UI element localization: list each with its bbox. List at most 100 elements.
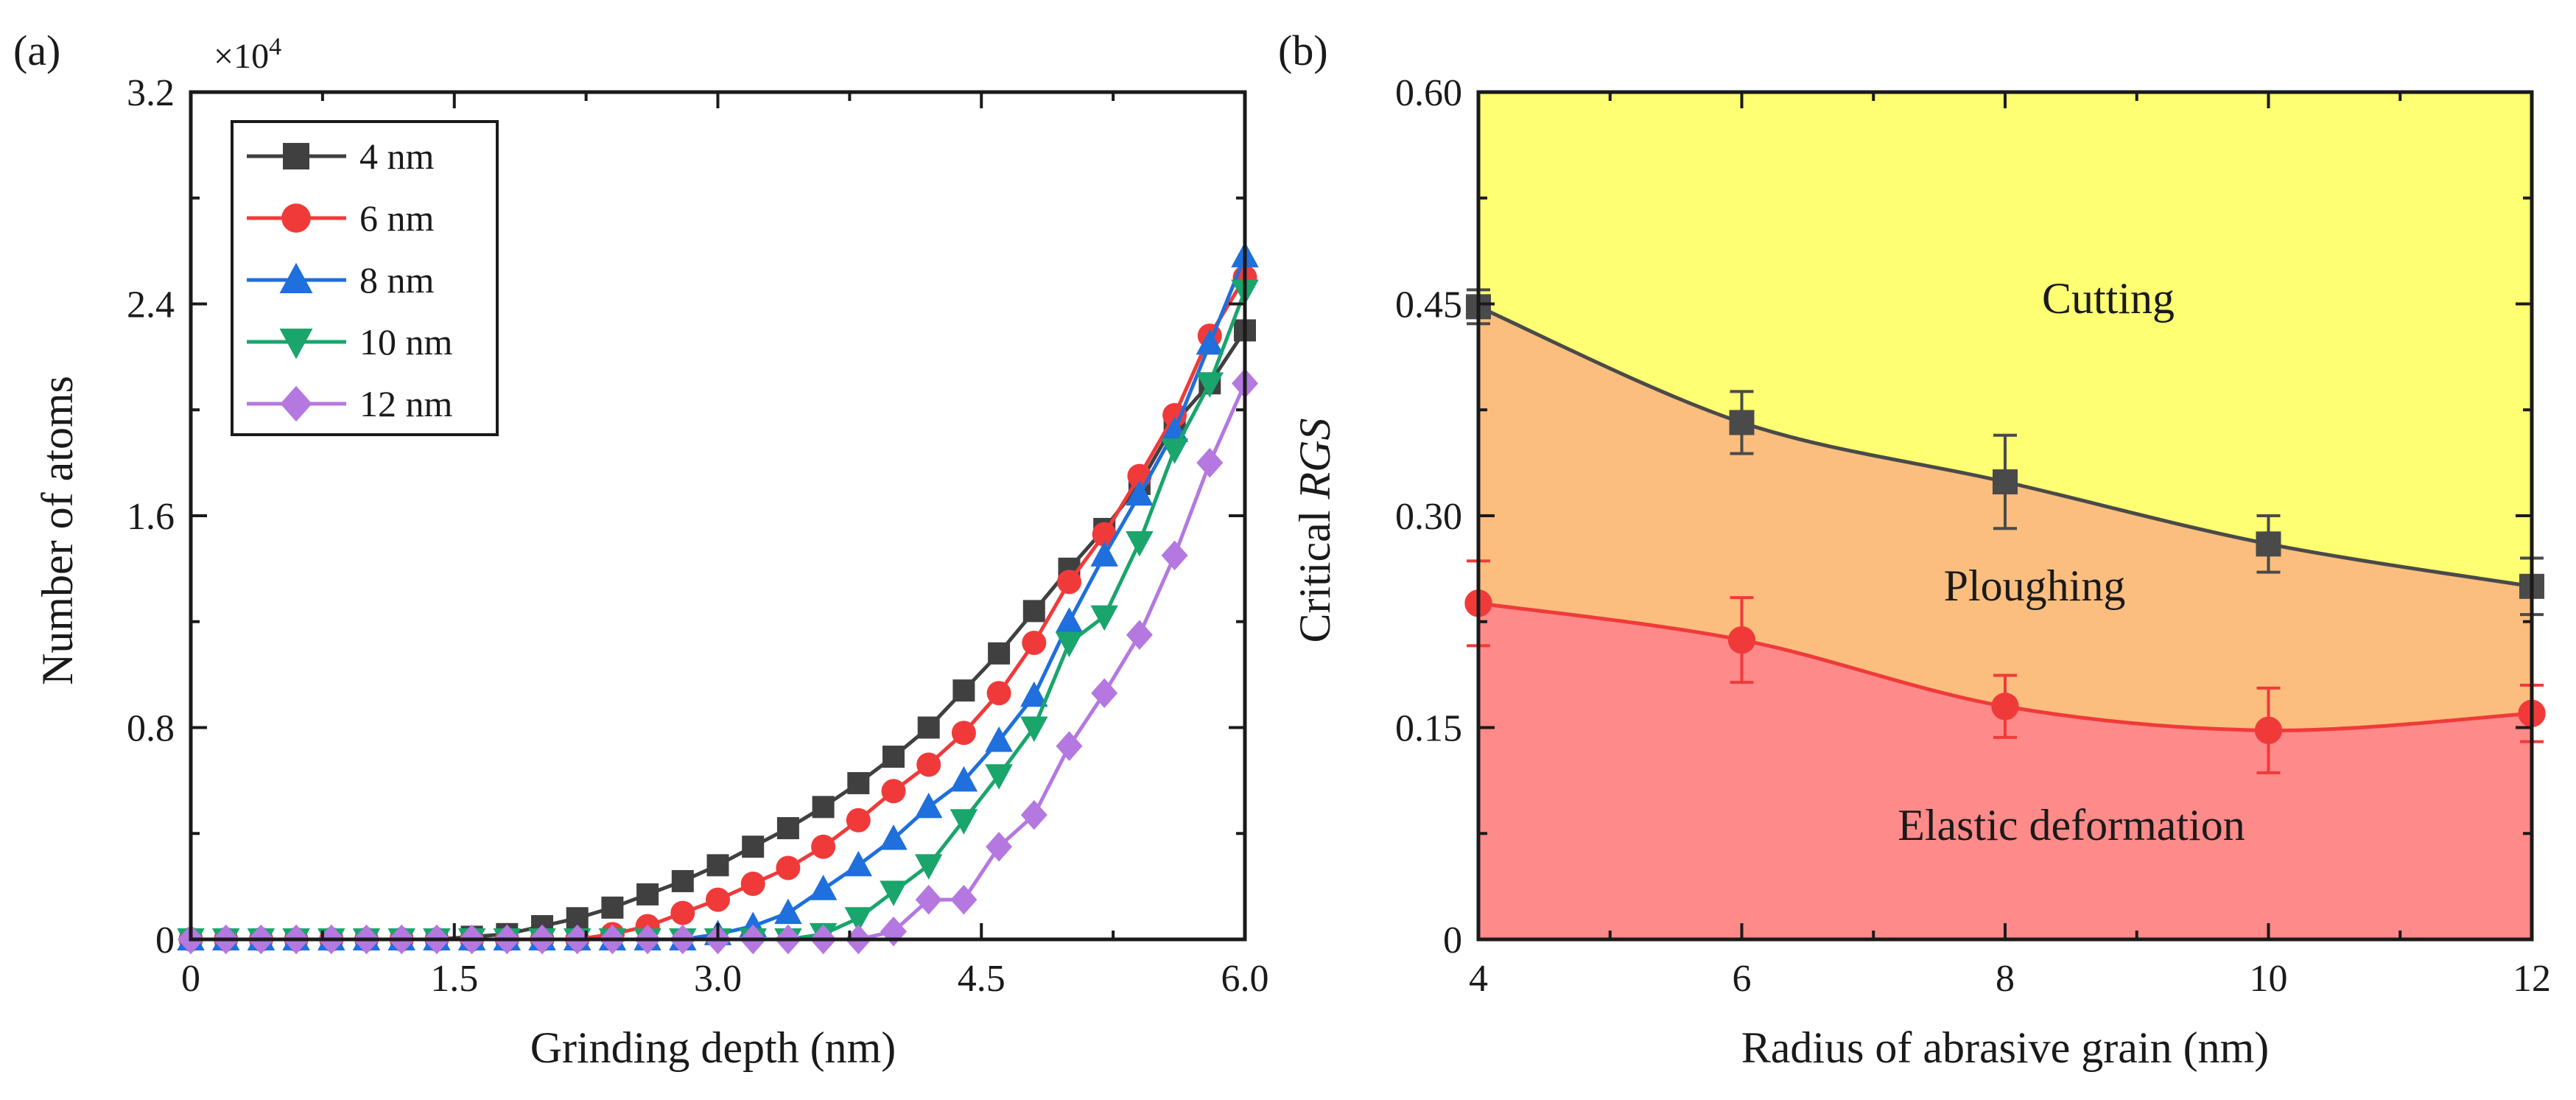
data-point (950, 766, 978, 792)
panel-b-y-axis-title: Critical RGS (1291, 418, 1339, 643)
panel-b-label: (b) (1278, 27, 1328, 74)
legend-marker (283, 143, 309, 169)
data-point (601, 896, 624, 919)
data-point (706, 887, 730, 912)
data-point (950, 884, 978, 915)
legend-marker (280, 385, 312, 422)
x-tick-label: 6 (1733, 958, 1752, 1000)
x-tick-label: 10 (2250, 958, 2288, 1000)
data-point (1055, 631, 1084, 657)
data-point (774, 898, 802, 925)
data-point (776, 817, 799, 840)
x-tick-label: 6.0 (1221, 958, 1269, 1000)
data-point (986, 681, 1011, 706)
data-point (844, 907, 873, 933)
legend-marker (279, 329, 313, 360)
y-tick-label: 0 (155, 919, 175, 961)
y-tick-label: 1.6 (127, 496, 175, 538)
panel-b-regions: Cutting Ploughing Elastic deformation (1478, 92, 2532, 939)
region-elastic (1478, 603, 2532, 939)
data-point (1090, 541, 1118, 567)
data-point (916, 752, 941, 777)
data-point (844, 850, 873, 877)
data-point (1126, 620, 1153, 650)
legend-marker (281, 203, 311, 233)
data-point (881, 779, 906, 804)
legend-item: 12 nm (247, 383, 453, 424)
y-tick-label: 0 (1443, 919, 1462, 961)
data-point (1090, 605, 1118, 631)
y-tick-label: 2.4 (127, 284, 175, 326)
data-point (1056, 731, 1083, 761)
legend-item: 10 nm (247, 321, 453, 362)
y-tick-label: 0.8 (127, 708, 175, 750)
data-point (1092, 522, 1117, 547)
y-tick-label: 0.30 (1395, 496, 1462, 538)
x-tick-label: 0 (181, 958, 200, 1000)
data-point (1091, 678, 1118, 709)
data-point (1991, 693, 2019, 721)
data-point (671, 869, 694, 892)
data-point (914, 792, 943, 819)
data-point (1196, 329, 1224, 355)
data-point (846, 808, 871, 833)
legend-item: 8 nm (247, 259, 435, 301)
data-point (776, 855, 801, 880)
data-point (1196, 372, 1224, 398)
region-label: Ploughing (1944, 561, 2126, 610)
data-point (1727, 626, 1756, 654)
panel-a-x-axis-title: Grinding depth (nm) (530, 1023, 896, 1072)
x-tick-label: 4 (1469, 958, 1488, 1000)
legend-marker (279, 262, 313, 293)
y-multiplier: ×104 (214, 33, 281, 76)
data-point (988, 642, 1011, 665)
region-label: Cutting (2042, 274, 2175, 323)
legend-label: 6 nm (359, 197, 435, 239)
data-point (811, 834, 836, 859)
data-point (670, 900, 695, 925)
data-point (915, 884, 942, 915)
data-point (914, 854, 943, 880)
y-tick-label: 0.45 (1395, 284, 1462, 326)
legend-item: 6 nm (247, 197, 435, 239)
y-tick-label: 0.60 (1395, 72, 1462, 114)
data-point (986, 831, 1013, 862)
data-point (847, 771, 870, 794)
data-point (1057, 570, 1081, 595)
panel-b-axes: 4 6 8 10 12 0 0.15 0.30 0.45 0.60 (1395, 72, 2551, 1000)
legend-label: 8 nm (359, 259, 435, 301)
data-point (1993, 469, 2018, 494)
legend: 4 nm 6 nm 8 nm 10 nm 12 nm (231, 120, 499, 436)
panel-b-x-axis-title: Radius of abrasive grain (nm) (1741, 1023, 2269, 1072)
data-point (952, 679, 975, 702)
data-point (1161, 540, 1188, 571)
data-point (1162, 402, 1187, 427)
data-point (917, 716, 940, 739)
x-tick-label: 1.5 (430, 958, 478, 1000)
data-point (985, 764, 1013, 790)
x-tick-label: 12 (2513, 958, 2551, 1000)
legend-label: 4 nm (359, 136, 435, 177)
data-point (880, 880, 908, 906)
data-point (1160, 438, 1189, 464)
data-point (951, 721, 976, 746)
data-point (809, 875, 838, 900)
x-tick-label: 3.0 (694, 958, 742, 1000)
x-tick-label: 8 (1996, 958, 2015, 1000)
y-tick-label: 3.2 (127, 72, 175, 114)
y-axis-title-italic: RGS (1291, 418, 1339, 500)
data-point (985, 726, 1013, 752)
data-point (1196, 447, 1224, 478)
data-point (1022, 631, 1047, 655)
data-point (1055, 607, 1084, 633)
data-point (1020, 799, 1047, 830)
data-point (880, 824, 908, 850)
y-tick-label: 0.15 (1395, 708, 1462, 750)
data-point (1020, 681, 1048, 707)
data-point (950, 809, 978, 835)
y-axis-title-prefix: Critical (1291, 500, 1339, 643)
legend-item: 4 nm (247, 136, 435, 177)
x-tick-label: 4.5 (958, 958, 1006, 1000)
error-bars (1467, 288, 2544, 617)
